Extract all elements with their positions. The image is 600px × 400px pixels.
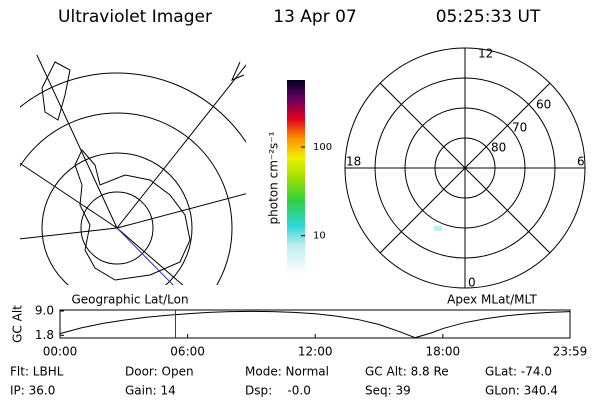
mlat-label: 80 <box>491 141 506 155</box>
x-tick-label: 06:00 <box>170 345 205 359</box>
x-tick-label: 23:59 <box>553 345 588 359</box>
colorbar-tick-label: 10 <box>313 231 326 242</box>
altitude-line <box>59 310 571 339</box>
colorbar-label: photon cm⁻²s⁻¹ <box>267 131 281 224</box>
x-tick-label: 00:00 <box>43 345 78 359</box>
status-field: GLat: -74.0 <box>485 365 552 379</box>
status-field: GC Alt: 8.8 Re <box>365 365 449 379</box>
status-field: IP: 36.0 <box>10 384 55 398</box>
status-field: Seq: 39 <box>365 384 411 398</box>
mlt-label: 6 <box>577 155 585 169</box>
x-tick-label: 18:00 <box>426 345 461 359</box>
x-tick-label: 12:00 <box>298 345 333 359</box>
mlt-label: 12 <box>478 47 493 61</box>
mlt-dial <box>344 47 586 289</box>
geo-map <box>20 55 246 285</box>
mlt-label: 18 <box>346 155 361 169</box>
mlat-label: 70 <box>512 121 527 135</box>
title: Ultraviolet Imager <box>58 7 212 27</box>
y-tick-label: 9.0 <box>35 304 54 318</box>
status-field: Door: Open <box>125 365 194 379</box>
status-field: Flt: LBHL <box>10 365 64 379</box>
colorbar-tick-label: 100 <box>313 142 332 153</box>
alt-plot-frame <box>59 309 571 339</box>
status-field: Dsp: -0.0 <box>245 384 311 398</box>
mlt-label: 0 <box>468 276 476 290</box>
y-tick-label: 1.8 <box>35 328 54 342</box>
status-field: Mode: Normal <box>245 365 329 379</box>
mlat-label: 60 <box>536 98 551 112</box>
date: 13 Apr 07 <box>273 7 356 27</box>
y-label: GC Alt <box>11 305 25 343</box>
panel-label: Geographic Lat/Lon <box>71 293 188 307</box>
colorbar <box>287 80 305 275</box>
panel-label: Apex MLat/MLT <box>447 293 537 307</box>
time: 05:25:33 UT <box>436 7 541 27</box>
status-field: Gain: 14 <box>125 384 176 398</box>
status-field: GLon: 340.4 <box>485 384 558 398</box>
